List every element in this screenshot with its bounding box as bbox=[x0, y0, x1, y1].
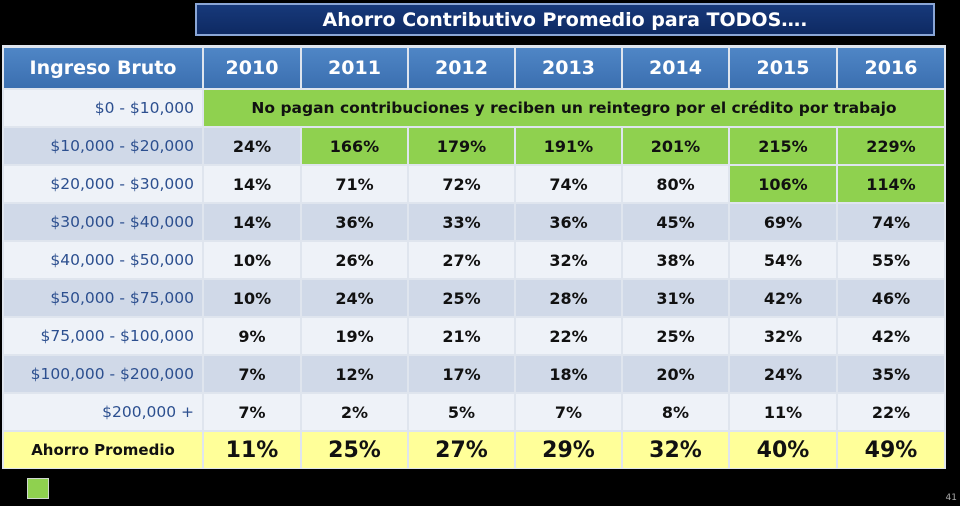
summary-cell: 27% bbox=[409, 432, 514, 468]
data-cell: 12% bbox=[302, 356, 407, 392]
data-cell: 114% bbox=[838, 166, 944, 202]
data-cell: 25% bbox=[409, 280, 514, 316]
data-cell: 32% bbox=[516, 242, 621, 278]
data-cell: 55% bbox=[838, 242, 944, 278]
data-cell: 10% bbox=[204, 280, 300, 316]
data-cell: 18% bbox=[516, 356, 621, 392]
header-year-2010: 2010 bbox=[204, 48, 300, 88]
data-cell: 38% bbox=[623, 242, 728, 278]
data-cell: 74% bbox=[516, 166, 621, 202]
data-cell: 106% bbox=[730, 166, 836, 202]
summary-cell: 25% bbox=[302, 432, 407, 468]
data-cell: 5% bbox=[409, 394, 514, 430]
data-cell: 11% bbox=[730, 394, 836, 430]
data-cell: 166% bbox=[302, 128, 407, 164]
row-label: $40,000 - $50,000 bbox=[4, 242, 202, 278]
data-cell: 191% bbox=[516, 128, 621, 164]
data-cell: 74% bbox=[838, 204, 944, 240]
data-cell: 14% bbox=[204, 166, 300, 202]
data-cell: 31% bbox=[623, 280, 728, 316]
data-cell: 2% bbox=[302, 394, 407, 430]
header-year-2014: 2014 bbox=[623, 48, 728, 88]
data-cell: 25% bbox=[623, 318, 728, 354]
data-cell: 35% bbox=[838, 356, 944, 392]
data-cell: 21% bbox=[409, 318, 514, 354]
data-cell: 42% bbox=[730, 280, 836, 316]
page-title: Ahorro Contributivo Promedio para TODOS…… bbox=[195, 3, 935, 36]
row-label: $30,000 - $40,000 bbox=[4, 204, 202, 240]
summary-cell: 29% bbox=[516, 432, 621, 468]
data-cell: 27% bbox=[409, 242, 514, 278]
row-label: $20,000 - $30,000 bbox=[4, 166, 202, 202]
data-cell: 71% bbox=[302, 166, 407, 202]
data-cell: 24% bbox=[302, 280, 407, 316]
data-cell: 33% bbox=[409, 204, 514, 240]
summary-cell: 11% bbox=[204, 432, 300, 468]
row-label: $0 - $10,000 bbox=[4, 90, 202, 126]
row-label: $75,000 - $100,000 bbox=[4, 318, 202, 354]
data-cell: 22% bbox=[838, 394, 944, 430]
row-label: $10,000 - $20,000 bbox=[4, 128, 202, 164]
data-cell: 36% bbox=[302, 204, 407, 240]
data-cell: 80% bbox=[623, 166, 728, 202]
summary-label: Ahorro Promedio bbox=[4, 432, 202, 468]
data-cell: 9% bbox=[204, 318, 300, 354]
data-cell: 215% bbox=[730, 128, 836, 164]
legend-green-swatch bbox=[27, 478, 49, 499]
data-cell: 24% bbox=[730, 356, 836, 392]
data-cell: 36% bbox=[516, 204, 621, 240]
data-cell: 14% bbox=[204, 204, 300, 240]
data-cell: 45% bbox=[623, 204, 728, 240]
header-year-2016: 2016 bbox=[838, 48, 944, 88]
data-cell: 32% bbox=[730, 318, 836, 354]
data-cell: 20% bbox=[623, 356, 728, 392]
row-label: $100,000 - $200,000 bbox=[4, 356, 202, 392]
data-cell: 72% bbox=[409, 166, 514, 202]
data-cell: 42% bbox=[838, 318, 944, 354]
data-cell: 201% bbox=[623, 128, 728, 164]
savings-table: Ingreso Bruto 2010 2011 2012 2013 2014 2015 201… bbox=[2, 45, 946, 469]
data-cell: 17% bbox=[409, 356, 514, 392]
data-cell: 24% bbox=[204, 128, 300, 164]
data-cell: 28% bbox=[516, 280, 621, 316]
data-cell: 54% bbox=[730, 242, 836, 278]
data-cell: 46% bbox=[838, 280, 944, 316]
data-cell: 179% bbox=[409, 128, 514, 164]
summary-cell: 49% bbox=[838, 432, 944, 468]
summary-cell: 40% bbox=[730, 432, 836, 468]
data-cell: 7% bbox=[204, 356, 300, 392]
merged-note-cell: No pagan contribuciones y reciben un rei… bbox=[204, 90, 944, 126]
summary-cell: 32% bbox=[623, 432, 728, 468]
data-cell: 26% bbox=[302, 242, 407, 278]
row-label: $50,000 - $75,000 bbox=[4, 280, 202, 316]
data-cell: 69% bbox=[730, 204, 836, 240]
header-ingreso-bruto: Ingreso Bruto bbox=[4, 48, 202, 88]
page-number: 41 bbox=[945, 493, 957, 503]
data-cell: 229% bbox=[838, 128, 944, 164]
data-cell: 19% bbox=[302, 318, 407, 354]
data-cell: 8% bbox=[623, 394, 728, 430]
data-cell: 10% bbox=[204, 242, 300, 278]
data-cell: 22% bbox=[516, 318, 621, 354]
row-label: $200,000 + bbox=[4, 394, 202, 430]
header-year-2015: 2015 bbox=[730, 48, 836, 88]
header-year-2013: 2013 bbox=[516, 48, 621, 88]
data-cell: 7% bbox=[516, 394, 621, 430]
header-year-2011: 2011 bbox=[302, 48, 407, 88]
data-cell: 7% bbox=[204, 394, 300, 430]
header-year-2012: 2012 bbox=[409, 48, 514, 88]
